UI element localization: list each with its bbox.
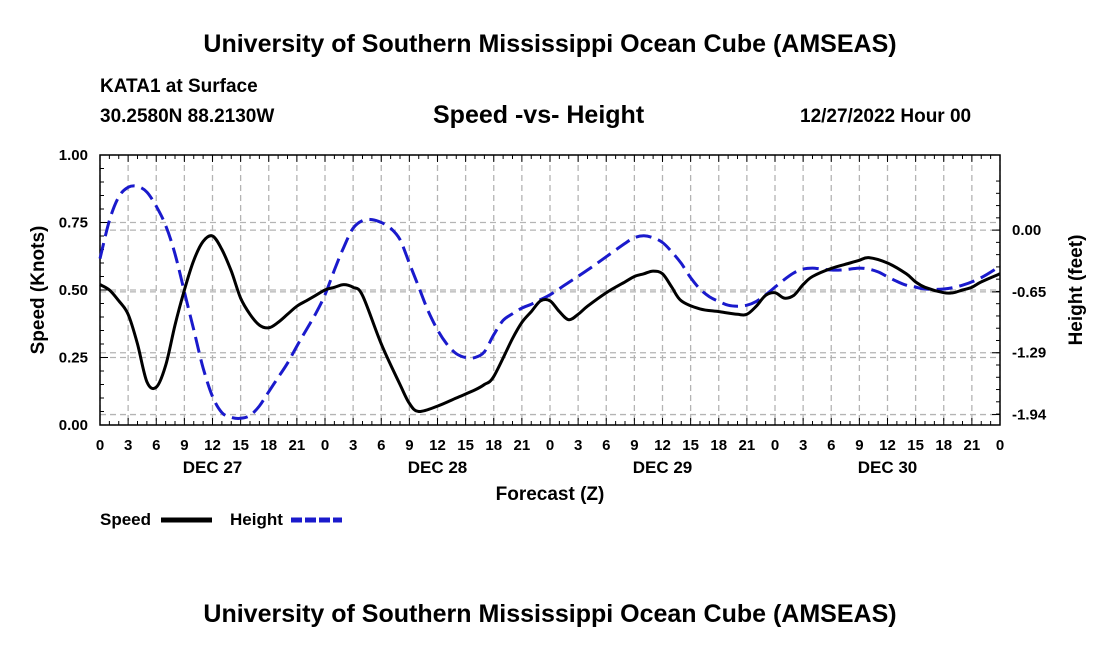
y2-tick-label: -0.65 xyxy=(1012,284,1046,301)
x-tick-label: 18 xyxy=(485,437,502,454)
y-tick-label: 0.25 xyxy=(59,350,88,367)
x-tick-label: 21 xyxy=(964,437,981,454)
x-tick-label: 0 xyxy=(996,437,1004,454)
coordinates-label: 30.2580N 88.2130W xyxy=(100,106,275,127)
axes xyxy=(99,154,1001,426)
x-day-label: DEC 27 xyxy=(183,458,243,477)
x-tick-label: 9 xyxy=(630,437,638,454)
x-tick-label: 6 xyxy=(602,437,610,454)
x-tick-label: 9 xyxy=(855,437,863,454)
x-tick-label: 12 xyxy=(879,437,896,454)
x-tick-label: 15 xyxy=(682,437,699,454)
y2-axis-label: Height (feet) xyxy=(1066,235,1087,346)
forecast-datetime: 12/27/2022 Hour 00 xyxy=(800,106,972,127)
legend-height-label: Height xyxy=(230,510,283,529)
y-axis-label: Speed (Knots) xyxy=(28,226,49,355)
tick-labels: 0 3 6 9 12 15 18 21 0 3 6 9 12 15 18 21 0 3 6 9 12 15 18 21 0 3 6 9… xyxy=(28,147,1087,529)
chart-title: Speed -vs- Height xyxy=(433,101,645,129)
y2-tick-label: 0.00 xyxy=(1012,222,1041,239)
x-tick-label: 9 xyxy=(405,437,413,454)
x-tick-label: 9 xyxy=(180,437,188,454)
x-tick-label: 6 xyxy=(827,437,835,454)
x-tick-label: 12 xyxy=(429,437,446,454)
x-tick-label: 0 xyxy=(771,437,779,454)
x-day-label: DEC 29 xyxy=(633,458,693,477)
grid-lines xyxy=(99,154,1001,426)
x-tick-label: 18 xyxy=(260,437,277,454)
y-tick-label: 1.00 xyxy=(59,147,88,164)
y2-tick-label: -1.29 xyxy=(1012,345,1046,362)
speed-series-line xyxy=(99,234,1001,414)
x-tick-label: 3 xyxy=(574,437,582,454)
x-tick-label: 12 xyxy=(654,437,671,454)
x-tick-label: 3 xyxy=(349,437,357,454)
y2-tick-label: -1.94 xyxy=(1012,407,1047,424)
x-axis-label: Forecast (Z) xyxy=(496,484,605,505)
station-label: KATA1 at Surface xyxy=(100,76,258,97)
x-tick-label: 6 xyxy=(152,437,160,454)
series-lines xyxy=(98,184,1001,420)
x-day-label: DEC 28 xyxy=(408,458,468,477)
x-tick-label: 21 xyxy=(289,437,306,454)
x-tick-label: 0 xyxy=(321,437,329,454)
y-tick-label: 0.00 xyxy=(59,417,88,434)
chart-header-title: University of Southern Mississippi Ocean… xyxy=(203,30,897,58)
footer-title: University of Southern Mississippi Ocean… xyxy=(203,600,897,628)
y-tick-label: 0.50 xyxy=(59,282,88,299)
x-tick-label: 6 xyxy=(377,437,385,454)
x-tick-label: 0 xyxy=(96,437,104,454)
x-tick-label: 15 xyxy=(907,437,924,454)
x-tick-label: 3 xyxy=(799,437,807,454)
height-series-line xyxy=(98,184,1001,420)
x-tick-label: 18 xyxy=(935,437,952,454)
y-tick-label: 0.75 xyxy=(59,215,88,232)
x-tick-label: 21 xyxy=(514,437,531,454)
x-tick-label: 15 xyxy=(232,437,249,454)
legend-speed-label: Speed xyxy=(100,510,151,529)
x-tick-label: 0 xyxy=(546,437,554,454)
x-day-label: DEC 30 xyxy=(858,458,918,477)
x-tick-label: 3 xyxy=(124,437,132,454)
x-tick-label: 12 xyxy=(204,437,221,454)
x-tick-label: 18 xyxy=(710,437,727,454)
x-tick-label: 21 xyxy=(739,437,756,454)
x-tick-label: 15 xyxy=(457,437,474,454)
